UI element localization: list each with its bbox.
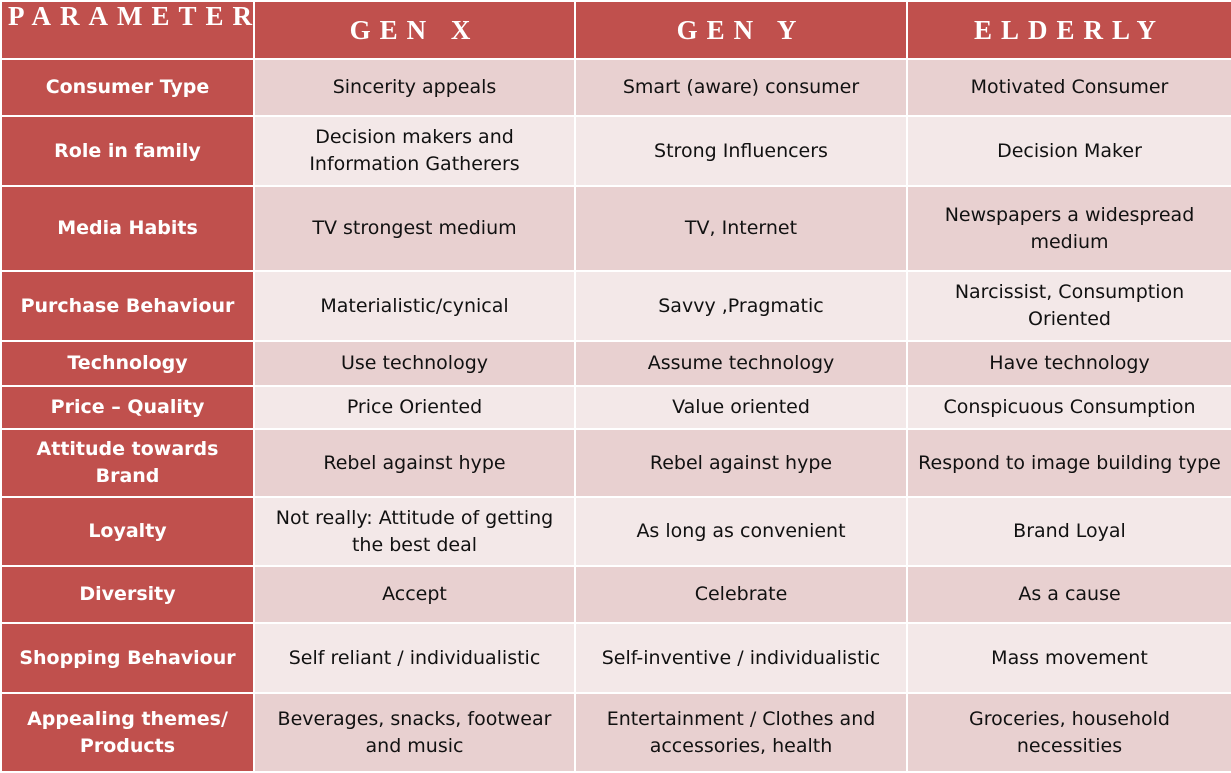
table-row: Loyalty Not really: Attitude of getting t…: [0, 496, 1231, 567]
elderly-cell: Motivated Consumer: [906, 58, 1231, 117]
header-elderly: ELDERLY: [906, 0, 1231, 60]
parameter-cell: Loyalty: [0, 496, 255, 567]
gen-y-cell: As long as convenient: [574, 496, 908, 567]
header-parameter: PARAMETER: [0, 0, 255, 60]
gen-x-cell: Decision makers and Information Gatherer…: [253, 115, 576, 187]
gen-y-cell: Assume technology: [574, 340, 908, 387]
table-row: Role in family Decision makers and Inform…: [0, 115, 1231, 187]
gen-y-cell: Strong Influencers: [574, 115, 908, 187]
gen-x-cell: Self reliant / individualistic: [253, 622, 576, 694]
table-row: Attitude towards Brand Rebel against hype…: [0, 428, 1231, 498]
elderly-cell: Conspicuous Consumption: [906, 385, 1231, 430]
table-row: Shopping Behaviour Self reliant / individ…: [0, 622, 1231, 694]
parameter-cell: Attitude towards Brand: [0, 428, 255, 498]
gen-y-cell: Self-inventive / individualistic: [574, 622, 908, 694]
parameter-cell: Media Habits: [0, 185, 255, 272]
gen-y-cell: Smart (aware) consumer: [574, 58, 908, 117]
gen-x-cell: Materialistic/cynical: [253, 270, 576, 342]
parameter-cell: Technology: [0, 340, 255, 387]
header-gen-y: GEN Y: [574, 0, 908, 60]
parameter-cell: Purchase Behaviour: [0, 270, 255, 342]
gen-y-cell: Celebrate: [574, 565, 908, 624]
elderly-cell: Newspapers a widespread medium: [906, 185, 1231, 272]
gen-y-cell: Savvy ,Pragmatic: [574, 270, 908, 342]
gen-x-cell: Use technology: [253, 340, 576, 387]
gen-x-cell: Accept: [253, 565, 576, 624]
table-row: Media Habits TV strongest medium TV, Inter…: [0, 185, 1231, 272]
gen-y-cell: Rebel against hype: [574, 428, 908, 498]
gen-x-cell: Price Oriented: [253, 385, 576, 430]
gen-x-cell: Rebel against hype: [253, 428, 576, 498]
elderly-cell: Brand Loyal: [906, 496, 1231, 567]
elderly-cell: Groceries, household necessities: [906, 692, 1231, 773]
table-row: Appealing themes/ Products Beverages, sna…: [0, 692, 1231, 773]
elderly-cell: Mass movement: [906, 622, 1231, 694]
table-row: Consumer Type Sincerity appeals Smart (awa…: [0, 58, 1231, 117]
parameter-cell: Role in family: [0, 115, 255, 187]
parameter-cell: Price – Quality: [0, 385, 255, 430]
parameter-cell: Diversity: [0, 565, 255, 624]
table-row: Diversity Accept Celebrate As a cause: [0, 565, 1231, 624]
elderly-cell: Narcissist, Consumption Oriented: [906, 270, 1231, 342]
gen-y-cell: TV, Internet: [574, 185, 908, 272]
gen-x-cell: TV strongest medium: [253, 185, 576, 272]
gen-x-cell: Sincerity appeals: [253, 58, 576, 117]
elderly-cell: Respond to image building type: [906, 428, 1231, 498]
gen-x-cell: Beverages, snacks, footwear and music: [253, 692, 576, 773]
elderly-cell: As a cause: [906, 565, 1231, 624]
header-gen-x: GEN X: [253, 0, 576, 60]
table-row: Purchase Behaviour Materialistic/cynical S…: [0, 270, 1231, 342]
table-row: Technology Use technology Assume technolog…: [0, 340, 1231, 387]
header-row: PARAMETER GEN X GEN Y ELDERLY: [0, 0, 1231, 60]
elderly-cell: Decision Maker: [906, 115, 1231, 187]
parameter-cell: Consumer Type: [0, 58, 255, 117]
parameter-cell: Appealing themes/ Products: [0, 692, 255, 773]
gen-x-cell: Not really: Attitude of getting the best…: [253, 496, 576, 567]
gen-y-cell: Value oriented: [574, 385, 908, 430]
gen-y-cell: Entertainment / Clothes and accessories,…: [574, 692, 908, 773]
parameter-cell: Shopping Behaviour: [0, 622, 255, 694]
elderly-cell: Have technology: [906, 340, 1231, 387]
table-row: Price – Quality Price Oriented Value orien…: [0, 385, 1231, 430]
